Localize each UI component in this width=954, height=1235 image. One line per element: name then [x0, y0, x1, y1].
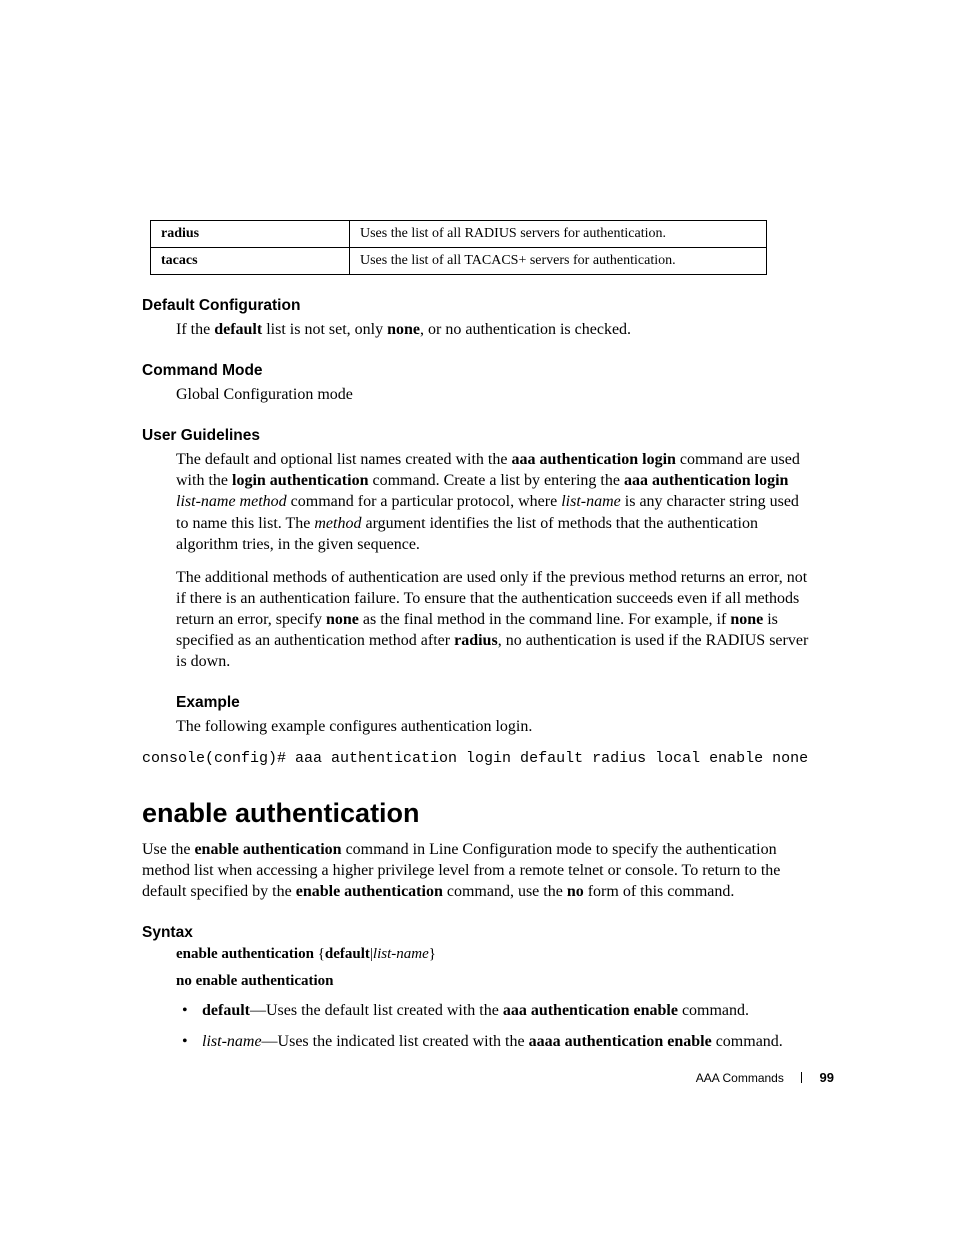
- guidelines-p1: The default and optional list names crea…: [176, 449, 812, 555]
- heading-syntax: Syntax: [142, 924, 812, 942]
- example-code: console(config)# aaa authentication logi…: [142, 749, 812, 769]
- parameter-table: radius Uses the list of all RADIUS serve…: [150, 220, 767, 275]
- syntax-line-2: no enable authentication: [176, 973, 812, 990]
- command-mode-body: Global Configuration mode: [176, 384, 812, 405]
- table-row: tacacs Uses the list of all TACACS+ serv…: [151, 248, 767, 275]
- default-configuration-body: If the default list is not set, only non…: [176, 319, 812, 340]
- table-row: radius Uses the list of all RADIUS serve…: [151, 221, 767, 248]
- page-footer: AAA Commands 99: [696, 1070, 834, 1085]
- param-desc: Uses the list of all RADIUS servers for …: [350, 221, 767, 248]
- footer-separator: [801, 1072, 802, 1083]
- syntax-line-1: enable authentication {default|list-name…: [176, 946, 812, 963]
- param-key: radius: [151, 221, 350, 248]
- heading-example: Example: [176, 694, 812, 712]
- list-item: default—Uses the default list created wi…: [176, 1000, 812, 1021]
- list-item: list-name—Uses the indicated list create…: [176, 1031, 812, 1052]
- example-body: The following example configures authent…: [176, 716, 812, 737]
- heading-user-guidelines: User Guidelines: [142, 427, 812, 445]
- syntax-bullet-list: default—Uses the default list created wi…: [176, 1000, 812, 1052]
- page: radius Uses the list of all RADIUS serve…: [0, 0, 954, 1235]
- heading-enable-authentication: enable authentication: [142, 798, 812, 829]
- footer-section: AAA Commands: [696, 1071, 784, 1085]
- heading-command-mode: Command Mode: [142, 362, 812, 380]
- enable-authentication-body: Use the enable authentication command in…: [142, 839, 812, 902]
- param-desc: Uses the list of all TACACS+ servers for…: [350, 248, 767, 275]
- heading-default-configuration: Default Configuration: [142, 297, 812, 315]
- page-number: 99: [820, 1070, 834, 1085]
- guidelines-p2: The additional methods of authentication…: [176, 567, 812, 673]
- param-key: tacacs: [151, 248, 350, 275]
